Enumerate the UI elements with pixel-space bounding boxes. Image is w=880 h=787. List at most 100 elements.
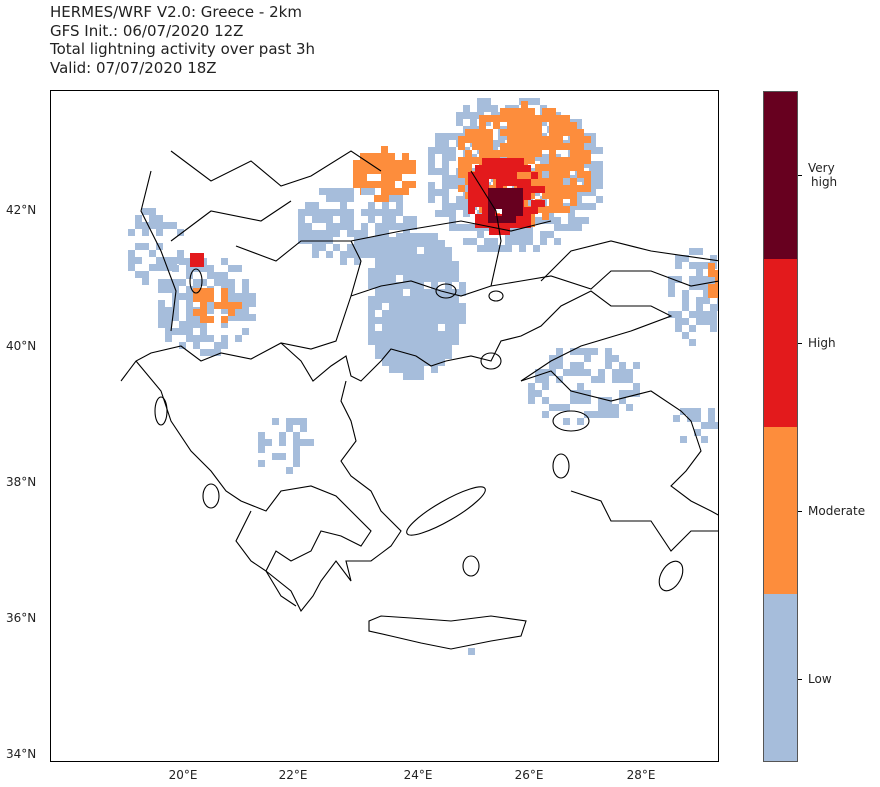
lightning-cell [402, 160, 409, 167]
lightning-cell [395, 174, 402, 181]
lightning-cell [452, 261, 459, 268]
lightning-cell [445, 275, 452, 282]
lightning-cell [410, 289, 417, 296]
lightning-cell [549, 206, 556, 213]
lightning-cell [484, 238, 491, 245]
lightning-cell [396, 303, 403, 310]
lightning-cell [347, 209, 354, 216]
lightning-cell [368, 331, 375, 338]
lightning-cell [409, 181, 416, 188]
lightning-cell [456, 175, 463, 182]
lightning-cell [542, 206, 549, 213]
lightning-cell [500, 108, 507, 115]
lightning-cell [535, 129, 542, 136]
lightning-cell [389, 275, 396, 282]
lightning-cell [524, 179, 531, 186]
lightning-cell [431, 254, 438, 261]
lightning-cell [368, 268, 375, 275]
lightning-cell [128, 250, 135, 257]
lightning-cell [549, 150, 556, 157]
lightning-cell [486, 115, 493, 122]
lightning-cell [410, 373, 417, 380]
lightning-cell [689, 262, 696, 269]
lightning-cell [577, 185, 584, 192]
lightning-cell [584, 136, 591, 143]
lightning-cell [388, 160, 395, 167]
lightning-cell [368, 275, 375, 282]
lightning-cell [521, 157, 528, 164]
lightning-cell [452, 331, 459, 338]
lightning-cell [286, 425, 293, 432]
lightning-cell [347, 188, 354, 195]
lightning-cell [549, 355, 556, 362]
lightning-cell [193, 321, 200, 328]
lightning-cell [521, 136, 528, 143]
lightning-cell [570, 150, 577, 157]
lightning-cell [186, 321, 193, 328]
lightning-cell [502, 188, 509, 195]
lightning-cell [438, 310, 445, 317]
lightning-cell [479, 150, 486, 157]
lightning-cell [340, 202, 347, 209]
lightning-cell [361, 209, 368, 216]
lon-tick-20: 20°E [168, 768, 198, 782]
lightning-cell [524, 186, 531, 193]
lightning-cell [382, 324, 389, 331]
lightning-cell [445, 303, 452, 310]
lightning-cell [396, 268, 403, 275]
lightning-cell [596, 161, 603, 168]
lightning-cell [388, 181, 395, 188]
lightning-cell [431, 289, 438, 296]
lightning-cell [312, 244, 319, 251]
lightning-cell [556, 206, 563, 213]
lightning-cell [517, 165, 524, 172]
lightning-cell [396, 233, 403, 240]
lightning-cell [312, 216, 319, 223]
ohrid-lake [189, 268, 203, 294]
lightning-cell [402, 188, 409, 195]
colorbar-label-high: High [808, 336, 836, 350]
lightning-cell [482, 158, 489, 165]
lightning-cell [577, 397, 584, 404]
lon-tick-24: 24°E [403, 768, 433, 782]
lightning-cell [293, 418, 300, 425]
lightning-cell [228, 302, 235, 309]
colorbar-label-moderate: Moderate [808, 504, 866, 518]
lightning-cell [197, 253, 204, 260]
lightning-cell [472, 136, 479, 143]
lightning-cell [403, 366, 410, 373]
lightning-cell [528, 220, 535, 227]
lightning-cell [431, 247, 438, 254]
lightning-cell [435, 168, 442, 175]
lightning-cell [221, 272, 228, 279]
lightning-cell [149, 215, 156, 222]
lightning-cell [540, 168, 547, 175]
lightning-cell [519, 231, 526, 238]
lightning-cell [626, 369, 633, 376]
lightning-cell [431, 310, 438, 317]
lightning-cell [577, 418, 584, 425]
lightning-cell [382, 251, 389, 258]
lightning-cell [395, 167, 402, 174]
lightning-cell [354, 244, 361, 251]
lightning-cell [333, 188, 340, 195]
lightning-cell [340, 188, 347, 195]
lightning-cell [375, 338, 382, 345]
lightning-cell [221, 302, 228, 309]
lightning-cell [538, 200, 545, 207]
lightning-cell [475, 172, 482, 179]
lightning-cell [528, 115, 535, 122]
lightning-cell [193, 314, 200, 321]
lightning-cell [389, 324, 396, 331]
lightning-cell [556, 362, 563, 369]
lightning-cell [528, 108, 535, 115]
lightning-cell [228, 293, 235, 300]
lightning-cell [452, 310, 459, 317]
lightning-cell [710, 304, 717, 311]
lightning-cell [442, 140, 449, 147]
crete [368, 615, 527, 650]
lightning-cell [449, 210, 456, 217]
lightning-cell [179, 342, 186, 349]
lightning-cell [417, 296, 424, 303]
lightning-cell [612, 355, 619, 362]
